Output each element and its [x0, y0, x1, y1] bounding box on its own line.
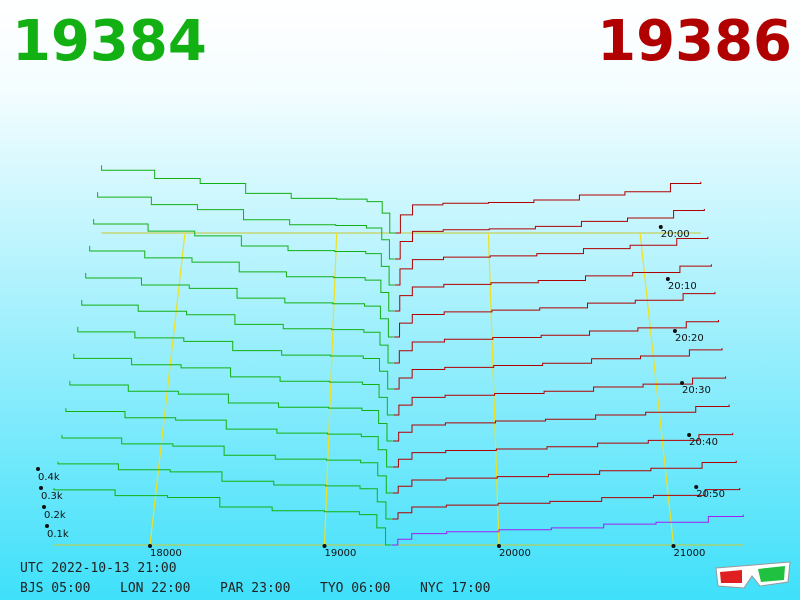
- ask-depth-line: [392, 432, 734, 468]
- bid-depth-line: [53, 488, 392, 546]
- depth-tick-label: 0.4k: [38, 472, 60, 483]
- price-tick-label: 21000: [674, 548, 706, 559]
- ask-depth-line: [391, 514, 744, 546]
- ask-depth-line: [393, 348, 723, 390]
- price-tick-label: 20000: [499, 548, 531, 559]
- time-tick: [694, 485, 699, 489]
- depth-tick: [39, 486, 43, 490]
- time-tick: [680, 381, 685, 385]
- ask-depth-line: [394, 236, 709, 286]
- ask-depth-line: [394, 208, 705, 260]
- ask-depth-line: [395, 181, 702, 234]
- price-tick: [497, 544, 501, 548]
- time-tick-label: 20:40: [689, 437, 718, 448]
- time-tick-label: 20:30: [682, 385, 711, 396]
- bid-depth-line: [57, 461, 392, 520]
- price-tick: [322, 544, 327, 548]
- ask-depth-line: [394, 264, 712, 312]
- bid-depth-line: [77, 326, 394, 390]
- plot: 18000 19000 20000 21000 20:00 20:10 20:20 20:30…: [36, 165, 744, 559]
- glasses-icon[interactable]: [715, 561, 791, 589]
- bid-depth-line: [69, 381, 393, 442]
- ask-depth-line: [392, 404, 730, 442]
- depth-tick-label: 0.2k: [44, 510, 66, 521]
- time-tick: [658, 225, 663, 229]
- price-tick-label: 18000: [150, 548, 182, 559]
- price-tick: [671, 544, 676, 548]
- depth-tick-label: 0.3k: [41, 491, 63, 502]
- timezone: NYC 17:00: [420, 581, 490, 596]
- best-bid: 19384: [12, 9, 207, 74]
- depth-tick: [42, 505, 46, 509]
- bid-depth-line: [93, 218, 395, 286]
- bid-depth-line: [85, 272, 394, 338]
- timezone: LON 22:00: [120, 581, 190, 596]
- bid-depth-line: [65, 408, 393, 468]
- price-grid-line: [639, 232, 675, 546]
- ask-depth-line: [394, 291, 716, 338]
- ask-depth-line: [393, 376, 727, 416]
- price-tick: [148, 544, 152, 548]
- ask-depth-line: [392, 460, 737, 494]
- price-grid-line: [487, 232, 500, 546]
- time-tick: [672, 329, 677, 333]
- bid-depth-line: [89, 245, 395, 312]
- bid-depth-line: [101, 165, 395, 234]
- timezone: PAR 23:00: [220, 581, 290, 596]
- utc-time: UTC 2022-10-13 21:00: [20, 561, 177, 576]
- timezone: BJS 05:00: [20, 581, 90, 596]
- bid-depth-line: [73, 353, 393, 416]
- time-tick: [687, 433, 692, 437]
- timezone: TYO 06:00: [320, 581, 390, 596]
- time-tick: [665, 277, 670, 281]
- bid-depth-line: [61, 435, 393, 494]
- price-tick-label: 19000: [325, 548, 357, 559]
- time-tick-label: 20:50: [696, 489, 725, 500]
- depth-tick: [36, 467, 40, 471]
- depth-tick: [45, 524, 49, 528]
- bid-depth-line: [81, 299, 394, 364]
- time-tick-label: 20:20: [675, 333, 704, 344]
- bid-depth-line: [97, 192, 395, 260]
- ask-depth-line: [392, 487, 741, 520]
- depth-tick-label: 0.1k: [47, 529, 69, 540]
- time-tick-label: 20:00: [661, 229, 690, 240]
- time-tick-label: 20:10: [668, 281, 697, 292]
- best-ask: 19386: [597, 9, 792, 74]
- price-grid-line: [323, 232, 338, 546]
- ask-depth-line: [393, 319, 719, 364]
